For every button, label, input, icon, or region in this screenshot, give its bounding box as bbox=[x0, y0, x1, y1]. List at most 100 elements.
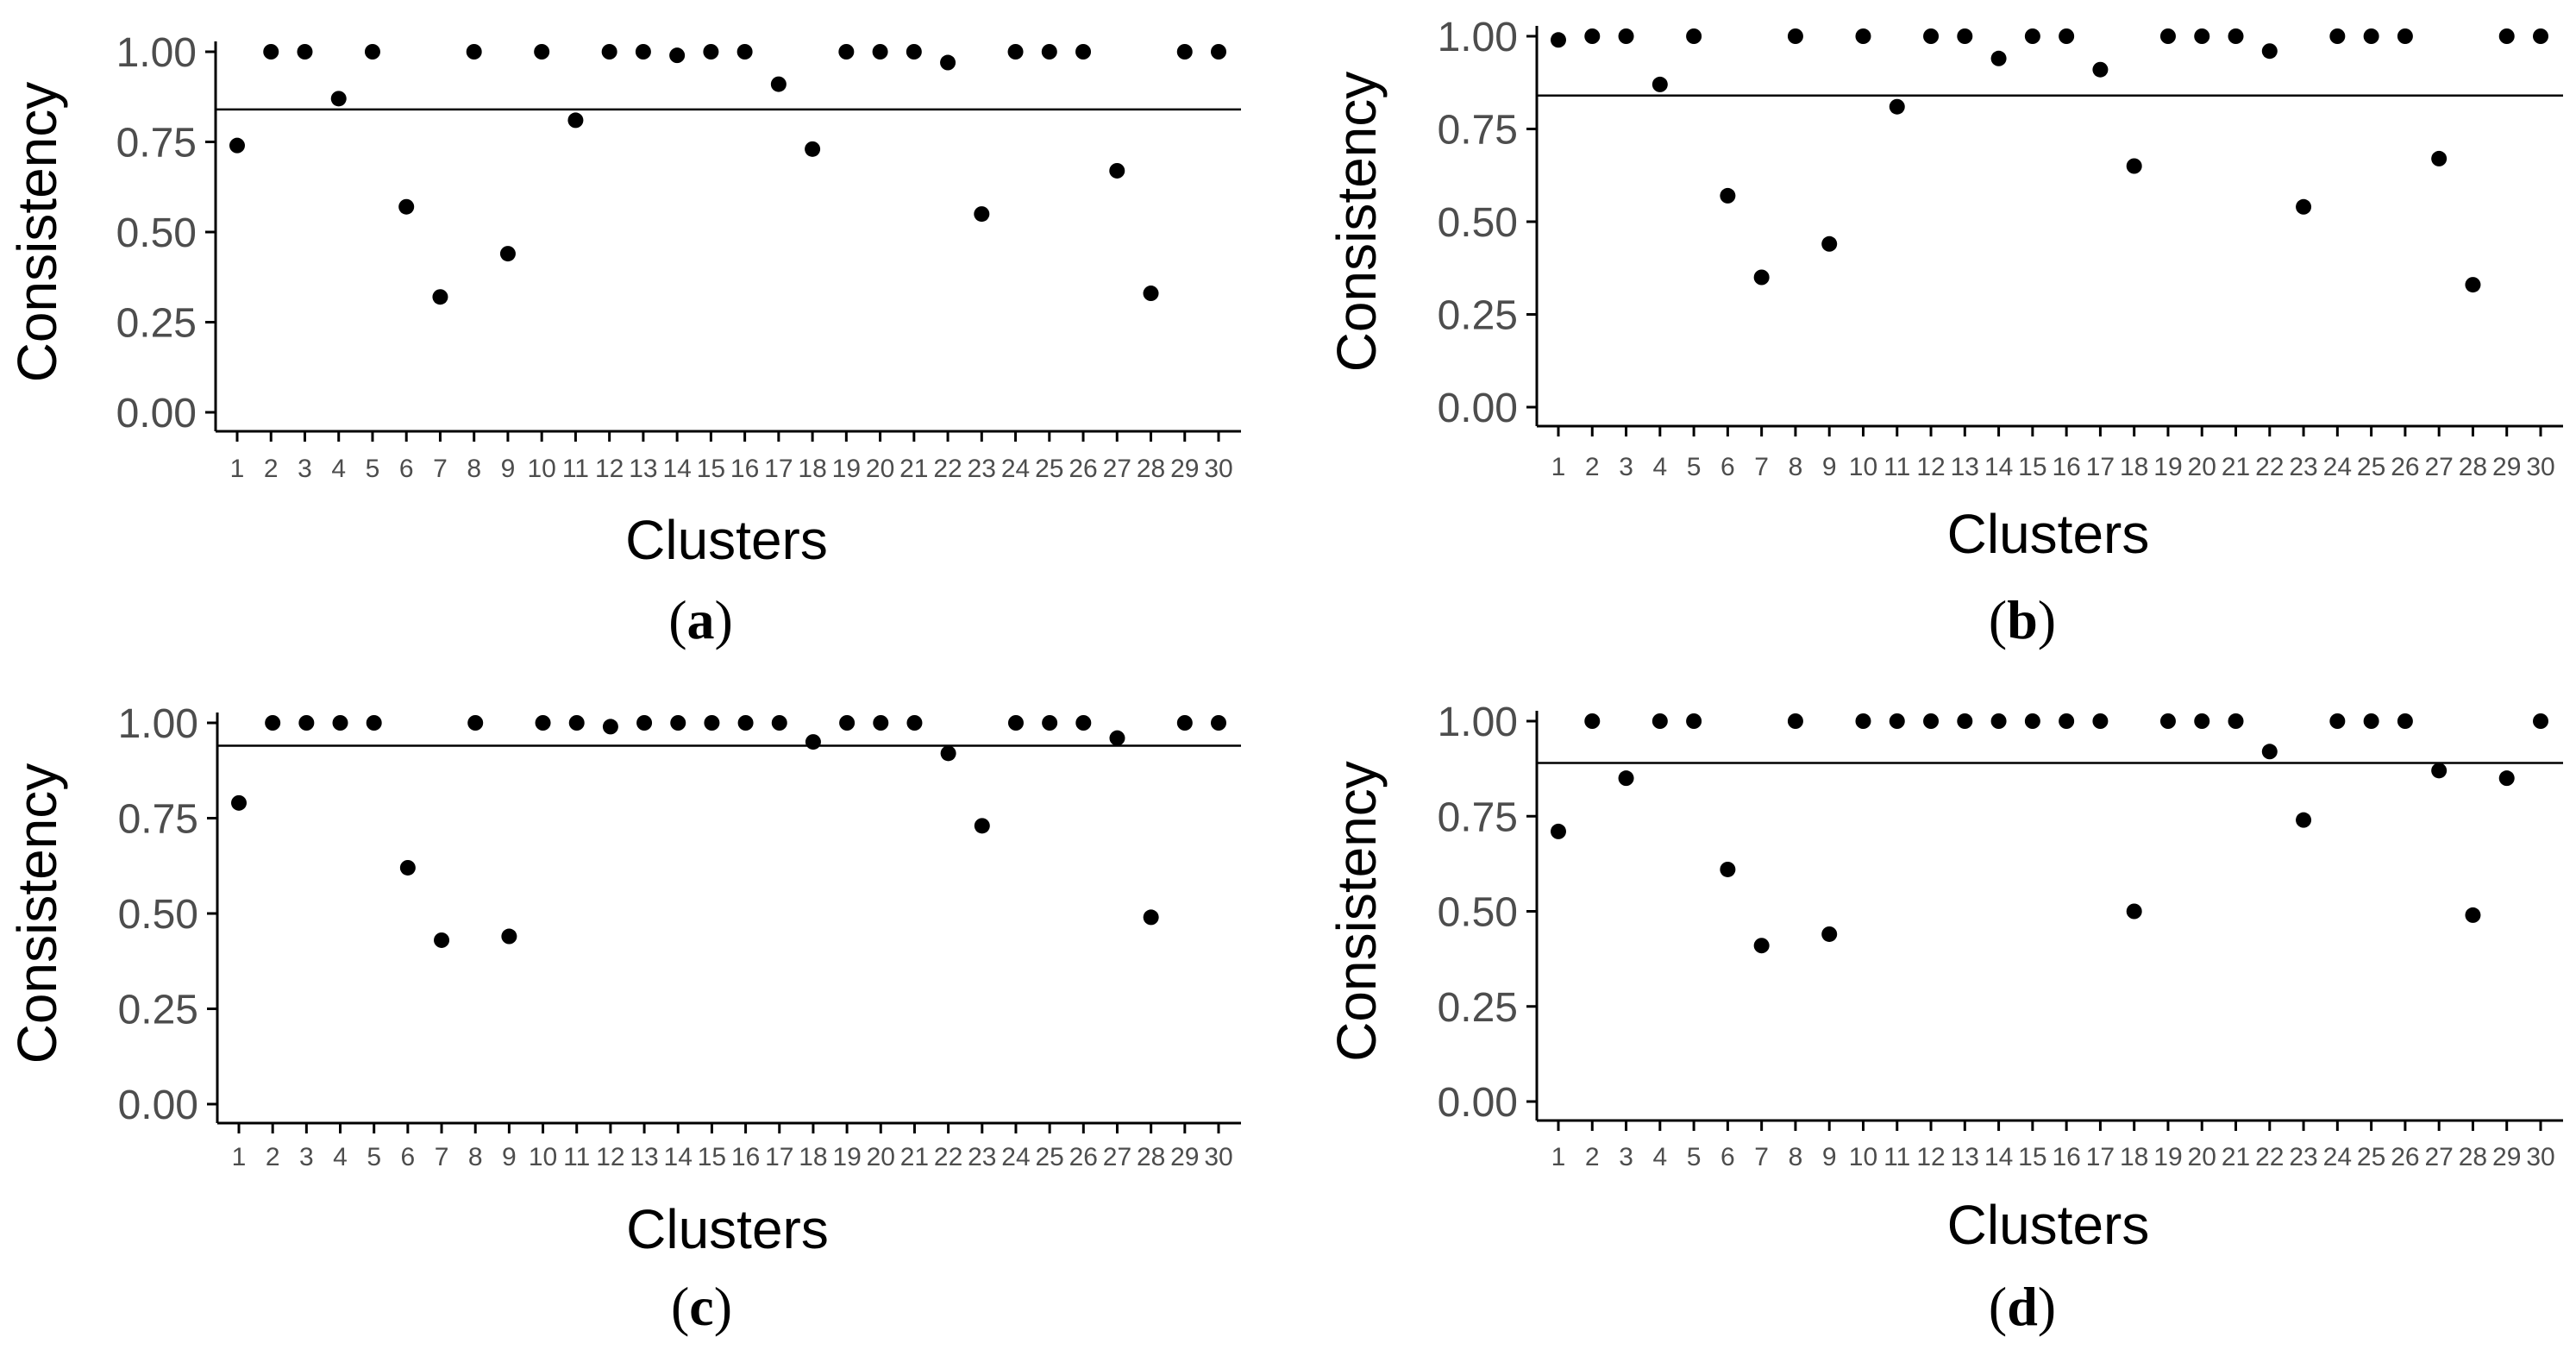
x-tick-label: 30 bbox=[1204, 1143, 1232, 1171]
data-point bbox=[399, 859, 416, 876]
data-point bbox=[1041, 44, 1057, 60]
data-point bbox=[1990, 50, 2007, 66]
data-point bbox=[2261, 43, 2278, 60]
x-tick-label: 2 bbox=[264, 455, 279, 483]
x-tick-label: 30 bbox=[1204, 455, 1232, 483]
y-tick-label: 0.50 bbox=[1438, 200, 1518, 246]
data-point bbox=[2363, 713, 2379, 729]
x-tick-label: 5 bbox=[366, 455, 380, 483]
x-tick-label: 8 bbox=[468, 1143, 483, 1171]
x-tick-label: 17 bbox=[765, 1143, 793, 1171]
data-point bbox=[1855, 713, 1871, 729]
x-tick-label: 29 bbox=[2492, 1143, 2521, 1171]
x-tick-label: 4 bbox=[1652, 1143, 1667, 1171]
data-point bbox=[771, 715, 787, 731]
data-point bbox=[2329, 28, 2346, 44]
x-tick-label: 7 bbox=[435, 1143, 449, 1171]
caption-letter: d bbox=[2007, 1276, 2038, 1337]
y-tick-label: 0.00 bbox=[1438, 1080, 1518, 1126]
caption-open-paren: ( bbox=[671, 1276, 689, 1337]
data-point bbox=[2296, 198, 2312, 215]
x-tick-label: 7 bbox=[1754, 1143, 1769, 1171]
x-tick-label: 14 bbox=[662, 455, 691, 483]
data-point bbox=[1618, 28, 1634, 44]
data-point bbox=[1957, 713, 1973, 729]
x-tick-label: 16 bbox=[2052, 1143, 2080, 1171]
x-tick-label: 2 bbox=[1585, 1143, 1600, 1171]
data-point bbox=[635, 44, 651, 60]
data-point bbox=[2228, 28, 2244, 44]
x-tick-label: 10 bbox=[527, 455, 555, 483]
x-tick-label: 16 bbox=[730, 455, 759, 483]
x-tick-label: 8 bbox=[1789, 1143, 1803, 1171]
caption-close-paren: ) bbox=[715, 589, 733, 650]
x-tick-label: 30 bbox=[2526, 453, 2554, 481]
x-tick-label: 3 bbox=[298, 455, 312, 483]
data-point bbox=[534, 44, 550, 60]
data-point bbox=[1211, 715, 1226, 731]
data-point bbox=[2498, 770, 2515, 787]
data-point bbox=[1686, 28, 1702, 44]
y-tick-label: 0.25 bbox=[1438, 985, 1518, 1031]
x-tick-label: 21 bbox=[2222, 453, 2250, 481]
x-tick-label: 25 bbox=[2357, 1143, 2385, 1171]
x-tick-label: 3 bbox=[299, 1143, 314, 1171]
data-point bbox=[736, 44, 753, 60]
data-point bbox=[265, 715, 281, 731]
data-point bbox=[1720, 187, 1736, 204]
x-tick-label: 12 bbox=[1916, 1143, 1945, 1171]
data-point bbox=[332, 715, 348, 731]
x-tick-label: 14 bbox=[1984, 1143, 2013, 1171]
data-point bbox=[1551, 32, 1566, 48]
x-tick-label: 21 bbox=[899, 455, 928, 483]
x-tick-label: 28 bbox=[2459, 453, 2487, 481]
x-tick-label: 12 bbox=[595, 455, 624, 483]
y-axis-title: Consistency bbox=[6, 763, 68, 1064]
data-point bbox=[940, 54, 956, 71]
data-point bbox=[1584, 28, 1601, 44]
x-tick-label: 4 bbox=[1652, 453, 1667, 481]
x-tick-label: 16 bbox=[731, 1143, 760, 1171]
data-point bbox=[940, 745, 956, 762]
x-tick-label: 13 bbox=[1951, 453, 1979, 481]
data-point bbox=[839, 715, 856, 731]
data-point bbox=[2126, 903, 2142, 920]
x-axis-title: Clusters bbox=[1947, 503, 2150, 565]
x-tick-label: 23 bbox=[2289, 1143, 2317, 1171]
panel-caption: (b) bbox=[1989, 589, 2056, 650]
x-tick-label: 6 bbox=[1720, 453, 1735, 481]
x-tick-label: 29 bbox=[2492, 453, 2521, 481]
data-point bbox=[1584, 713, 1601, 729]
data-point bbox=[704, 715, 720, 731]
x-tick-label: 19 bbox=[2153, 1143, 2182, 1171]
x-tick-label: 13 bbox=[630, 1143, 658, 1171]
data-point bbox=[466, 44, 482, 60]
y-tick-label: 0.50 bbox=[118, 892, 198, 938]
x-tick-label: 18 bbox=[799, 1143, 827, 1171]
data-point bbox=[2059, 28, 2075, 44]
data-point bbox=[1143, 286, 1159, 302]
x-tick-label: 20 bbox=[2188, 453, 2216, 481]
x-tick-label: 9 bbox=[1822, 1143, 1837, 1171]
caption-close-paren: ) bbox=[2038, 1276, 2056, 1337]
data-point bbox=[670, 715, 686, 731]
y-tick-label: 0.00 bbox=[116, 391, 197, 436]
data-point bbox=[2431, 763, 2448, 779]
data-point bbox=[1990, 713, 2007, 729]
x-tick-label: 23 bbox=[968, 455, 996, 483]
x-tick-label: 11 bbox=[1883, 453, 1910, 481]
y-tick-label: 0.50 bbox=[1438, 890, 1518, 936]
x-tick-label: 29 bbox=[1170, 455, 1199, 483]
data-point bbox=[467, 715, 484, 731]
data-point bbox=[1821, 926, 1838, 942]
x-axis-title: Clusters bbox=[1947, 1194, 2150, 1256]
x-tick-label: 7 bbox=[1754, 453, 1769, 481]
data-point bbox=[2261, 744, 2278, 760]
caption-open-paren: ( bbox=[668, 589, 686, 650]
data-point bbox=[1176, 715, 1193, 731]
x-tick-label: 10 bbox=[529, 1143, 557, 1171]
data-point bbox=[602, 719, 618, 735]
data-point bbox=[2533, 28, 2548, 44]
x-tick-label: 28 bbox=[1137, 455, 1165, 483]
x-tick-label: 21 bbox=[2222, 1143, 2250, 1171]
